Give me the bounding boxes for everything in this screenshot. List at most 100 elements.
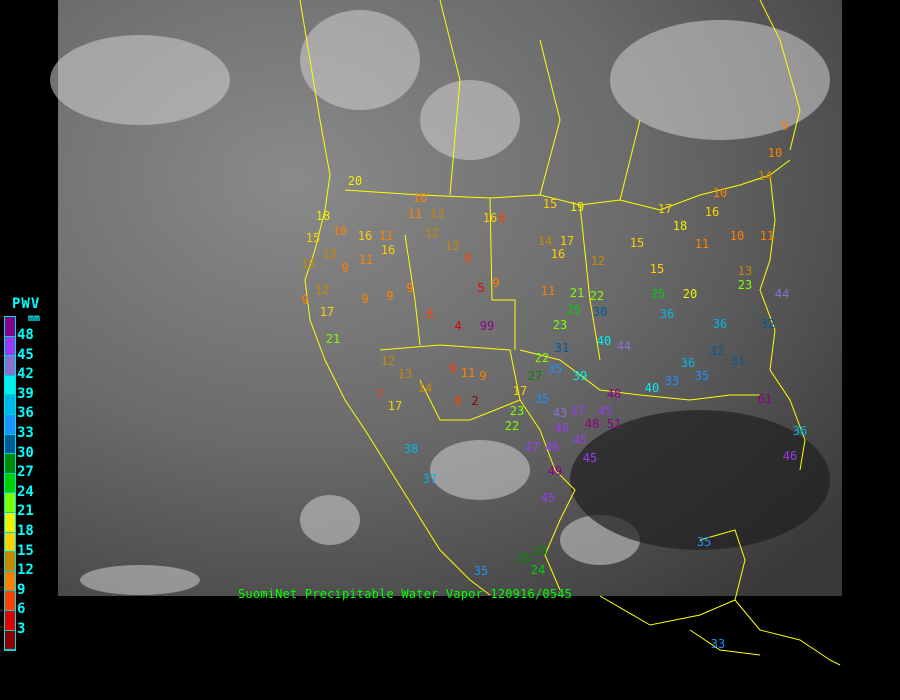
station-pwv-value: 23 [553,318,567,332]
legend-swatch [5,317,15,337]
station-pwv-value: 12 [425,226,439,240]
station-pwv-value: 17 [560,234,574,248]
station-pwv-value: 17 [658,202,672,216]
station-pwv-value: 46 [783,449,797,463]
legend-swatch [5,630,15,651]
station-pwv-value: 99 [480,319,494,333]
station-pwv-value: 9 [301,293,308,307]
station-pwv-value: 28 [516,551,530,565]
legend-label: 36 [17,405,34,422]
station-pwv-value: 25 [651,287,665,301]
station-pwv-value: 14 [418,381,432,395]
legend-swatch [5,356,15,376]
legend-swatch [5,571,15,592]
station-pwv-value: 10 [768,146,782,160]
station-pwv-value: 11 [379,229,393,243]
station-pwv-value: 46 [545,440,559,454]
station-pwv-value: 2 [471,394,478,408]
station-pwv-value: 15 [630,236,644,250]
station-pwv-value: 17 [388,399,402,413]
station-pwv-value: 9 [386,289,393,303]
station-pwv-value: 12 [315,283,329,297]
station-pwv-value: 13 [398,367,412,381]
legend-label: 18 [17,523,34,539]
station-pwv-value: 9 [492,276,499,290]
station-pwv-value: 6 [498,211,505,225]
boundary-lines [299,0,841,666]
station-pwv-value: 35 [548,362,562,376]
legend-label: 9 [17,581,26,598]
station-pwv-value: 45 [583,451,597,465]
station-pwv-value: 10 [713,186,727,200]
station-pwv-value: 31 [555,341,569,355]
legend-swatch [5,473,15,494]
station-pwv-value: 27 [528,369,542,383]
station-pwv-value: 35 [474,564,488,578]
legend-unit: mm [28,313,41,324]
legend-label: 33 [17,425,34,441]
station-pwv-value: 36 [660,307,674,321]
station-pwv-value: 14 [538,234,552,248]
station-pwv-value: 17 [320,305,334,319]
station-pwv-value: 32 [710,344,724,358]
station-pwv-value: 35 [697,535,711,549]
legend-swatch [5,610,15,631]
station-pwv-value: 11 [541,284,555,298]
station-pwv-value: 12 [591,254,605,268]
station-pwv-value: 45 [573,433,587,447]
legend-swatch [5,512,15,533]
station-pwv-value: 23 [738,278,752,292]
station-pwv-value: 9 [479,369,486,383]
station-pwv-value: 16 [381,243,395,257]
station-pwv-value: 18 [673,219,687,233]
station-pwv-value: 16 [358,229,372,243]
station-pwv-value: 48 [607,387,621,401]
station-pwv-value: 11 [695,237,709,251]
legend-swatch [5,414,15,435]
legend-label: 39 [17,385,34,402]
legend-label: 21 [17,503,34,520]
legend-swatch [5,434,15,455]
station-pwv-value: 30 [593,305,607,319]
station-pwv-value: 37 [423,472,437,486]
station-pwv-value: 22 [535,351,549,365]
station-pwv-value: 36 [681,356,695,370]
station-pwv-value: 9 [406,281,413,295]
legend-label: 30 [17,444,34,461]
station-pwv-value: 11 [408,207,422,221]
map-caption: SuomiNet Precipitable Water Vapor 120916… [238,587,573,601]
station-pwv-value: 32 [761,317,775,331]
legend-color-bar [4,316,16,652]
legend-label: 3 [17,621,26,637]
station-pwv-value: 44 [775,287,789,301]
station-pwv-value: 19 [570,200,584,214]
station-pwv-value: 20 [348,174,362,188]
legend-label: 15 [17,542,34,559]
legend-swatch [5,591,15,611]
station-pwv-value: 9 [361,292,368,306]
station-pwv-value: 23 [510,404,524,418]
station-pwv-value: 51 [607,417,621,431]
station-pwv-value: 15 [306,231,320,245]
station-pwv-value: 36 [793,424,807,438]
station-pwv-value: 16 [551,247,565,261]
station-pwv-value: 11 [461,366,475,380]
station-pwv-value: 13 [738,264,752,278]
station-pwv-value: 9 [341,261,348,275]
legend-label: 45 [17,346,34,363]
legend-swatch [5,375,15,396]
station-pwv-value: 38 [404,442,418,456]
legend-swatch [5,395,15,415]
station-pwv-value: 43 [553,406,567,420]
station-pwv-value: 22 [590,289,604,303]
station-pwv-value: 36 [713,317,727,331]
station-pwv-value: 31 [731,354,745,368]
station-pwv-value: 13 [445,239,459,253]
legend-label: 6 [17,601,26,618]
station-pwv-value: 16 [483,211,497,225]
legend-label: 48 [17,327,34,343]
station-pwv-value: 22 [505,419,519,433]
legend-swatch [5,552,15,572]
station-pwv-value: 13 [430,207,444,221]
